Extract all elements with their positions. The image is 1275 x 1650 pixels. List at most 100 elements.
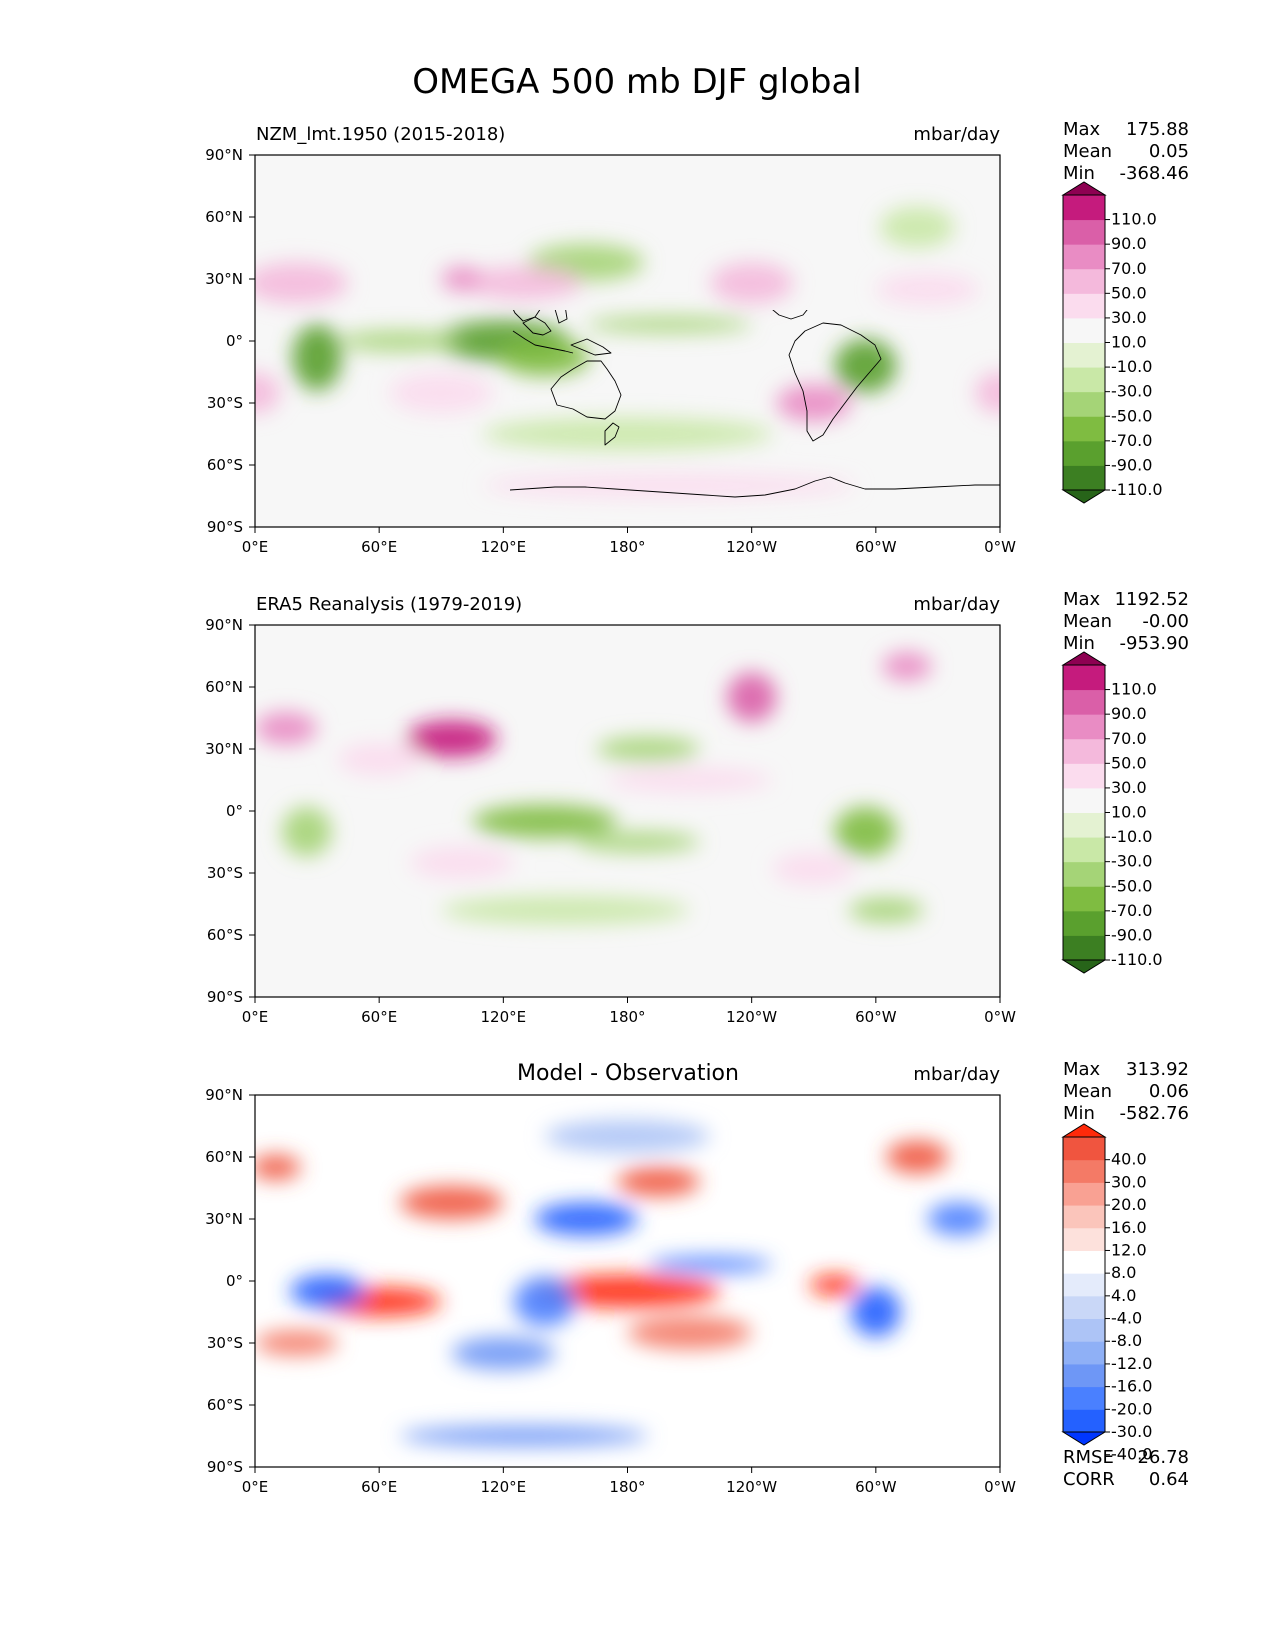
y-tick-label: 0° [226,332,243,350]
colorbar-arrow-min [1061,489,1107,504]
field-anomaly [809,1274,860,1296]
x-tick-label: 0°W [984,1478,1016,1496]
colorbar-segment [1063,1205,1105,1229]
stat-max-label: Max [1063,589,1101,610]
field-anomaly [879,206,955,248]
colorbar-label: 90.0 [1111,234,1147,253]
stat-mean-value: -0.00 [1142,611,1189,632]
field-anomaly [975,372,1000,414]
field-anomaly [596,736,700,762]
colorbar-arrow-min [1061,1431,1107,1446]
y-tick-label: 30°N [205,1210,243,1228]
field-anomaly [834,806,897,857]
colorbar-label: 40.0 [1111,1150,1147,1169]
colorbar-segment [1063,1341,1105,1365]
metric-corr-label: CORR [1063,1469,1115,1490]
colorbar-segment [1063,837,1105,863]
field-anomaly [851,1287,901,1337]
field-anomaly [927,1202,990,1236]
x-tick-label: 120°W [726,538,777,556]
field-anomaly [648,1256,773,1273]
stat-min-value: -953.90 [1120,633,1189,654]
x-tick-label: 120°E [481,1008,527,1026]
colorbar-label: 10.0 [1111,803,1147,822]
panel-observation-map-background [255,625,1000,997]
field-anomaly [255,1154,301,1180]
y-tick-label: 60°N [205,1148,243,1166]
x-tick-label: 0°E [242,1478,269,1496]
panel-difference-title: Model - Observation [517,1061,739,1086]
colorbar-label: 16.0 [1111,1218,1147,1237]
colorbar-segment [1063,1250,1105,1274]
colorbar-label: 110.0 [1111,210,1157,229]
panel-model: NZM_lmt.1950 (2015-2018) mbar/day 0°E 60°… [205,119,1189,556]
x-tick-label: 120°E [481,538,527,556]
panel-difference-metrics: RMSE 26.78 CORR 0.64 [1063,1447,1189,1490]
panel-model-stats: Max 175.88 Mean 0.05 Min -368.46 [1063,119,1189,184]
panel-observation: ERA5 Reanalysis (1979-2019) mbar/day 0°E… [205,589,1189,1026]
panel-difference-units: mbar/day [913,1064,1000,1085]
panel-observation-title: ERA5 Reanalysis (1979-2019) [256,594,522,615]
field-anomaly [575,831,700,853]
colorbar-label: 70.0 [1111,259,1147,278]
metric-rmse-value: 26.78 [1137,1447,1189,1468]
colorbar-label: 30.0 [1111,778,1147,797]
field-anomaly [617,1167,700,1197]
colorbar-label: 20.0 [1111,1195,1147,1214]
x-tick-label: 120°E [481,1478,527,1496]
field-anomaly [406,720,498,758]
x-tick-label: 60°E [361,1008,397,1026]
field-anomaly [772,852,856,886]
colorbar-segment [1063,1227,1105,1251]
x-tick-label: 60°E [361,1478,397,1496]
colorbar-segment [1063,219,1105,245]
stat-min-label: Min [1063,163,1095,184]
colorbar-segment [1063,244,1105,270]
field-anomaly [466,266,582,300]
colorbar-segment [1063,1182,1105,1206]
colorbar-segment [1063,268,1105,294]
colorbar-segment [1063,440,1105,466]
colorbar-label: -110.0 [1111,480,1163,499]
colorbar-label: 30.0 [1111,1172,1147,1191]
panel-model-title: NZM_lmt.1950 (2015-2018) [256,124,505,145]
y-tick-label: 30°N [205,740,243,758]
colorbar-segment [1063,861,1105,887]
colorbar-segment [1063,812,1105,838]
field-anomaly [337,742,421,776]
panel-observation-axes: 0°E 60°E 120°E 180° 120°W 60°W 0°W 90°N 60°N 30°N… [205,616,1016,1026]
stat-max-label: Max [1063,1059,1101,1080]
stat-max-value: 175.88 [1126,119,1189,140]
x-tick-label: 180° [609,538,645,556]
panel-difference-axes: 0°E 60°E 120°E 180° 120°W 60°W 0°W 90°N 60°N 30°N… [205,1086,1016,1496]
field-anomaly [451,1336,555,1370]
x-tick-label: 60°W [855,538,897,556]
colorbar-segment [1063,416,1105,442]
colorbar-label: 50.0 [1111,753,1147,772]
colorbar-segment [1063,665,1105,691]
colorbar-label: -40.0 [1111,1445,1152,1464]
field-anomaly [255,262,349,304]
colorbar-label: -70.0 [1111,901,1152,920]
stat-mean-value: 0.06 [1149,1081,1189,1102]
field-anomaly [710,262,794,304]
y-tick-label: 0° [226,1272,243,1290]
field-anomaly [290,1274,365,1308]
y-tick-label: 60°N [205,678,243,696]
stat-mean-label: Mean [1063,141,1112,162]
colorbar-label: 90.0 [1111,704,1147,723]
panel-difference: Model - Observation mbar/day 0°E 60°E 120°… [205,1059,1189,1496]
field-anomaly [337,330,462,352]
colorbar-segment [1063,1318,1105,1342]
colorbar-segment [1063,738,1105,764]
colorbar-segment [1063,935,1105,961]
x-tick-label: 120°W [726,1008,777,1026]
colorbar-segment [1063,391,1105,417]
field-anomaly [441,266,483,292]
colorbar-label: 12.0 [1111,1240,1147,1259]
colorbar-arrow-max [1061,1123,1107,1138]
colorbar-label: -50.0 [1111,876,1152,895]
stat-min-value: -582.76 [1120,1103,1189,1124]
x-tick-label: 0°E [242,1008,269,1026]
colorbar-segment [1063,367,1105,393]
